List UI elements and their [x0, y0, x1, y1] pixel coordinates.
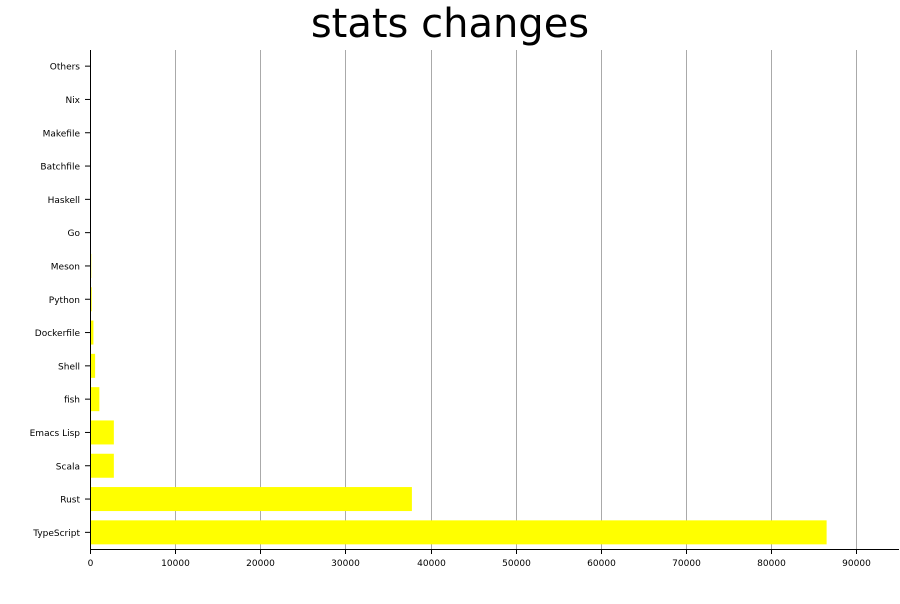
y-tick-label: Shell — [58, 362, 80, 372]
y-tick-label: Python — [49, 296, 80, 306]
x-tick-label: 40000 — [417, 559, 446, 569]
x-tick-label: 30000 — [331, 559, 360, 569]
bar-fish — [90, 387, 99, 411]
bars — [90, 54, 827, 544]
y-tick-label: Meson — [51, 262, 80, 272]
x-tick-label: 90000 — [842, 559, 871, 569]
x-tick-label: 20000 — [246, 559, 275, 569]
y-tick-label: Emacs Lisp — [30, 429, 81, 439]
x-tick-label: 60000 — [587, 559, 616, 569]
x-tick-label: 80000 — [757, 559, 786, 569]
x-tick-label: 10000 — [161, 559, 190, 569]
bar-emacs-lisp — [90, 420, 114, 444]
y-tick-label: Haskell — [48, 196, 80, 206]
y-tick-label: fish — [64, 396, 80, 406]
bar-scala — [90, 454, 114, 478]
y-tick-label: Makefile — [43, 129, 81, 139]
x-tick-label: 50000 — [502, 559, 531, 569]
y-tick-labels: TypeScript Rust Scala Emacs Lisp fish Shell Do… — [30, 63, 81, 539]
chart-title: stats changes — [311, 1, 589, 47]
y-tick-label: Dockerfile — [35, 329, 81, 339]
bar-rust — [90, 487, 412, 511]
y-tick-label: Rust — [60, 496, 80, 506]
x-tick-labels: 0 10000 20000 30000 40000 50000 60000 70000 8000… — [88, 559, 871, 569]
y-tick-label: Batchfile — [40, 163, 80, 173]
axes — [85, 50, 899, 554]
y-tick-label: Go — [68, 229, 81, 239]
grid-lines — [176, 50, 857, 549]
x-tick-label: 70000 — [672, 559, 701, 569]
y-tick-label: TypeScript — [32, 529, 80, 539]
y-tick-label: Others — [50, 63, 81, 73]
bar-typescript — [90, 520, 827, 544]
x-tick-label: 0 — [88, 559, 94, 569]
y-tick-label: Scala — [56, 462, 80, 472]
y-tick-label: Nix — [65, 96, 80, 106]
